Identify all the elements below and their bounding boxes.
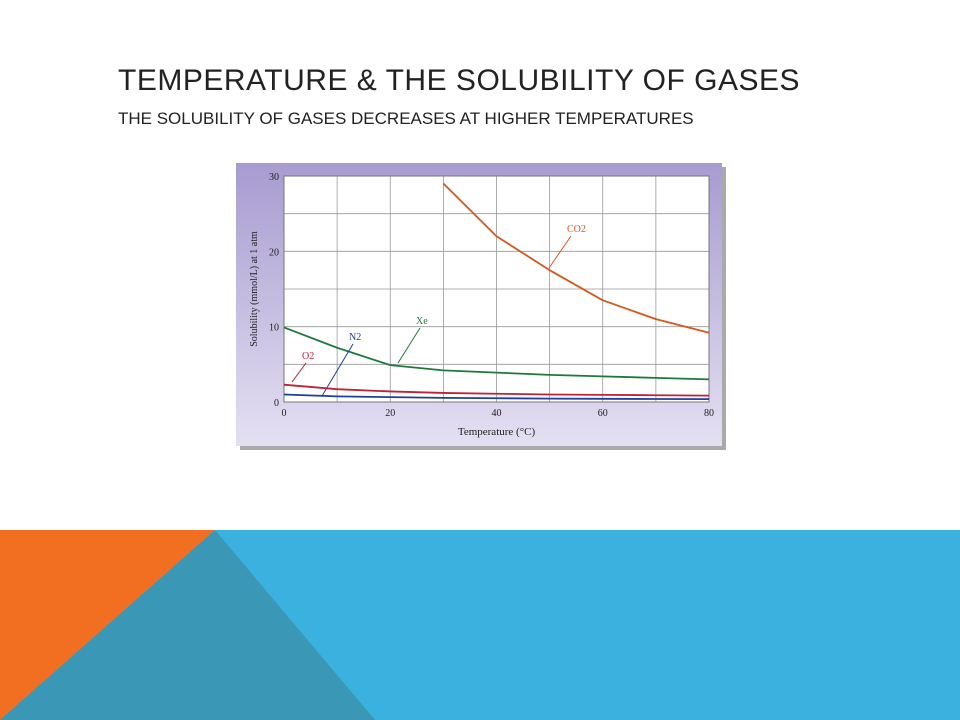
y-tick-label: 20 (269, 247, 279, 258)
series-label: Xe (416, 316, 428, 327)
plot-border (283, 175, 710, 403)
x-tick-label: 60 (598, 408, 608, 419)
series-line (283, 326, 710, 381)
label-arrow (291, 362, 307, 383)
y-axis-label: Solubility (mmol/L) at 1 atm (249, 231, 260, 347)
x-tick-label: 80 (704, 408, 714, 419)
series-line (442, 182, 710, 334)
series-label: O2 (302, 351, 314, 362)
series-line (283, 393, 710, 401)
label-arrow (397, 327, 421, 364)
slide-subtitle: THE SOLUBILITY OF GASES DECREASES AT HIG… (118, 109, 694, 128)
x-tick-label: 0 (282, 408, 287, 419)
series-line (283, 383, 710, 397)
x-axis-label: Temperature (°C) (458, 426, 536, 438)
label-arrow (548, 235, 572, 269)
series-label: N2 (349, 332, 361, 343)
x-tick-label: 40 (492, 408, 502, 419)
y-tick-label: 30 (269, 172, 279, 183)
y-tick-label: 0 (274, 398, 279, 409)
series-label: CO2 (567, 224, 586, 235)
y-tick-label: 10 (269, 323, 279, 334)
x-tick-label: 20 (385, 408, 395, 419)
footer-teal (0, 530, 375, 720)
slide-title: TEMPERATURE & THE SOLUBILITY OF GASES (118, 64, 800, 97)
label-arrow (321, 343, 354, 397)
